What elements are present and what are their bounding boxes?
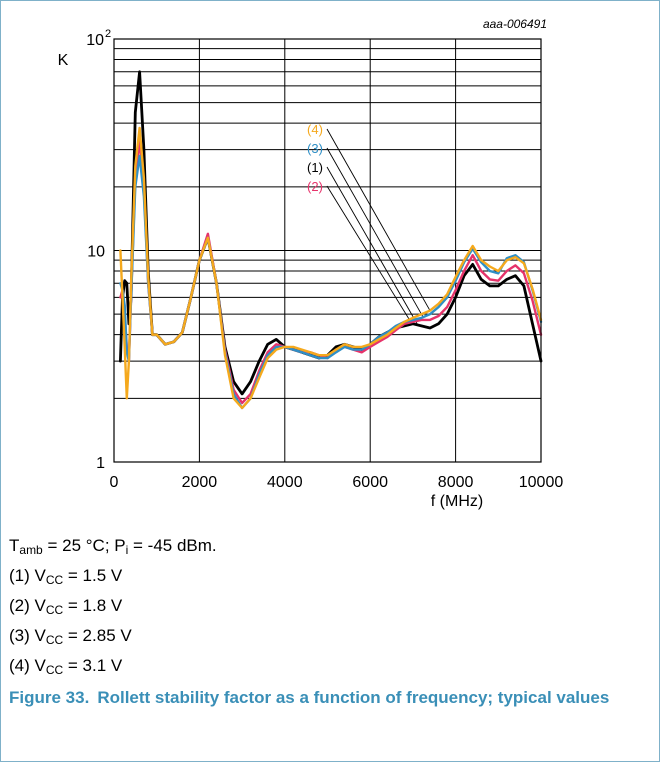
curve-legend: (4) (3) (1) (2) (307, 122, 323, 194)
plot-frame-rect (113, 38, 542, 463)
curve-label-3: (3) (307, 141, 323, 156)
curve-label-4: (4) (307, 122, 323, 137)
note-vcc-3: (3) VCC = 2.85 V (9, 626, 132, 647)
series-line-1 (119, 70, 543, 396)
x-axis-label: f (MHz) (431, 493, 483, 510)
figure-number: Figure 33. (9, 688, 90, 707)
x-tick-label: 6000 (352, 474, 388, 491)
series-line-4 (119, 126, 543, 410)
figure-caption: Figure 33. Rollett stability factor as a … (9, 686, 649, 709)
y-tick-label-top-exponent: 2 (105, 28, 111, 40)
note-vcc-2: (2) VCC = 1.8 V (9, 596, 123, 617)
y-axis-label: K (58, 52, 69, 69)
x-tick-label: 4000 (267, 474, 303, 491)
figure-reference-id: aaa-006491 (483, 17, 547, 31)
leader-line-4 (326, 128, 431, 311)
legend-leader-lines (326, 128, 431, 325)
grid (114, 39, 541, 462)
leader-line-2 (326, 185, 412, 323)
series-line-3 (119, 154, 543, 410)
series-lines (119, 70, 543, 410)
x-tick-label: 0 (110, 474, 119, 491)
y-tick-label-top: 10 (86, 32, 104, 49)
conditions-line: Tamb = 25 °C; Pi = -45 dBm. (9, 536, 217, 557)
y-tick-label-mid: 10 (87, 244, 105, 261)
x-tick-label: 2000 (182, 474, 218, 491)
leader-line-1 (326, 166, 418, 325)
curve-label-1: (1) (307, 160, 323, 175)
plot-frame (113, 38, 542, 463)
x-tick-label: 10000 (519, 474, 564, 491)
y-tick-label-bottom: 1 (96, 455, 105, 472)
leader-line-3 (326, 147, 424, 319)
note-vcc-1: (1) VCC = 1.5 V (9, 566, 123, 587)
figure-title: Rollett stability factor as a function o… (97, 688, 610, 707)
figure-notes: Tamb = 25 °C; Pi = -45 dBm. (1) VCC = 1.… (9, 531, 217, 681)
curve-label-2: (2) (307, 179, 323, 194)
x-tick-label: 8000 (438, 474, 474, 491)
note-vcc-4: (4) VCC = 3.1 V (9, 656, 123, 677)
